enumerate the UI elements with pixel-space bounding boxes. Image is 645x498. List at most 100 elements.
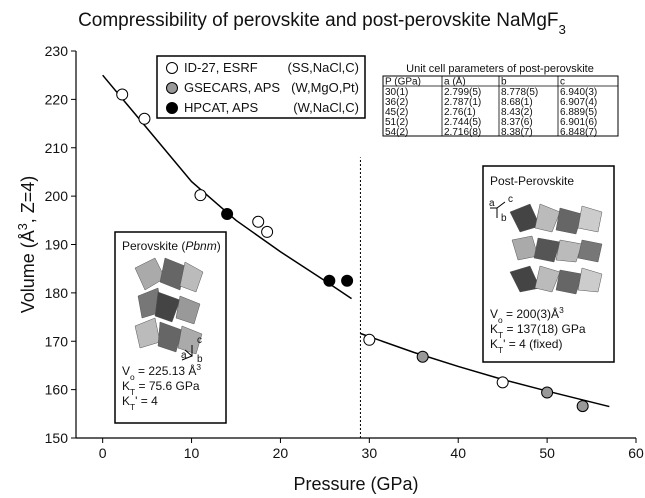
y-tick-label: 180 bbox=[45, 285, 69, 301]
x-tick-label: 60 bbox=[628, 445, 644, 461]
axis-label: b bbox=[197, 354, 203, 365]
table-cell: 6.940(3) bbox=[560, 87, 597, 98]
legend-conditions: (SS,NaCl,C) bbox=[287, 60, 359, 75]
inset-parameter: KT = 75.6 GPa bbox=[122, 379, 200, 397]
inset-title: Post-Perovskite bbox=[490, 174, 574, 188]
x-tick-label: 20 bbox=[273, 445, 289, 461]
legend-label: HPCAT, APS bbox=[184, 100, 259, 115]
text-part: = 75.6 GPa bbox=[135, 379, 200, 393]
table-cell: 36(2) bbox=[385, 97, 408, 108]
data-point bbox=[194, 189, 207, 202]
data-point bbox=[116, 88, 129, 101]
inset-parameter: KT' = 4 (fixed) bbox=[490, 337, 562, 355]
table-cell: 2.787(1) bbox=[444, 97, 481, 108]
text-part: V bbox=[122, 364, 130, 378]
y-tick-label: 220 bbox=[45, 91, 69, 107]
table-cell: 6.889(5) bbox=[560, 107, 597, 118]
text-part: Perovskite ( bbox=[122, 239, 185, 253]
data-point bbox=[496, 376, 509, 389]
chart-title: Compressibility of perovskite and post-p… bbox=[78, 10, 566, 37]
text-part: Volume (Å bbox=[18, 230, 38, 313]
table-cell: 8.778(5) bbox=[501, 87, 538, 98]
text-part: = 137(18) GPa bbox=[503, 322, 586, 336]
text-part: K bbox=[490, 337, 498, 351]
text-part: ' = 4 bbox=[135, 394, 158, 408]
table-cell: 2.799(5) bbox=[444, 87, 481, 98]
text-part: K bbox=[122, 379, 130, 393]
table-cell: 6.901(6) bbox=[560, 117, 597, 128]
axis-label: a bbox=[489, 198, 495, 209]
inset-title: Perovskite (Pbnm) bbox=[122, 239, 221, 253]
data-point bbox=[261, 225, 274, 238]
legend-conditions: (W,NaCl,C) bbox=[293, 100, 359, 115]
x-tick-label: 40 bbox=[450, 445, 466, 461]
legend-label: ID-27, ESRF bbox=[184, 60, 258, 75]
post-perovskite-structure bbox=[490, 201, 603, 295]
table-cell: 8.68(1) bbox=[501, 97, 533, 108]
x-tick-label: 30 bbox=[362, 445, 378, 461]
text-part: T bbox=[498, 345, 503, 355]
table-cell: 8.43(2) bbox=[501, 107, 533, 118]
inset-parameter: Vo = 200(3)Å3 bbox=[490, 305, 564, 325]
legend-box bbox=[156, 55, 366, 119]
table-cell: 54(2) bbox=[385, 127, 408, 138]
text-part: 3 bbox=[196, 362, 201, 372]
table-header: a (Å) bbox=[444, 75, 466, 88]
y-tick-label: 160 bbox=[45, 382, 69, 398]
y-tick-label: 190 bbox=[45, 237, 69, 253]
text-part: Compressibility of perovskite and post-p… bbox=[78, 10, 558, 31]
text-part: K bbox=[122, 394, 130, 408]
legend-marker bbox=[166, 82, 178, 94]
table-cell: 6.848(7) bbox=[560, 127, 597, 138]
text-part: = 200(3)Å bbox=[503, 306, 559, 321]
table-header: P (GPa) bbox=[385, 77, 421, 88]
axis-label: c bbox=[197, 335, 202, 346]
text-part: T bbox=[498, 330, 503, 340]
table-cell: 2.744(5) bbox=[444, 117, 481, 128]
table-cell: 2.716(8) bbox=[444, 127, 481, 138]
text-part: T bbox=[130, 387, 135, 397]
data-point bbox=[221, 208, 234, 221]
text-part: Post-Perovskite bbox=[490, 174, 574, 188]
y-tick-label: 170 bbox=[45, 333, 69, 349]
inset-parameter: KT = 137(18) GPa bbox=[490, 322, 586, 340]
data-point bbox=[541, 386, 554, 399]
table-cell: 6.907(4) bbox=[560, 97, 597, 108]
perovskite-structure bbox=[134, 257, 204, 361]
x-axis-label: Pressure (GPa) bbox=[293, 474, 418, 494]
axis-label: b bbox=[501, 213, 507, 224]
text-part: 3 bbox=[16, 223, 30, 230]
axis-label: c bbox=[508, 194, 513, 205]
text-part: T bbox=[130, 402, 135, 412]
text-part: ' = 4 (fixed) bbox=[503, 337, 562, 351]
text-part: V bbox=[490, 307, 498, 321]
data-point bbox=[341, 274, 354, 287]
x-tick-label: 0 bbox=[99, 445, 107, 461]
inset-parameter: KT' = 4 bbox=[122, 394, 158, 412]
inset-parameter: Vo = 225.13 Å3 bbox=[122, 362, 201, 382]
table-cell: 45(2) bbox=[385, 107, 408, 118]
table-cell: 51(2) bbox=[385, 117, 408, 128]
post-perovskite-box bbox=[482, 165, 615, 363]
x-tick-label: 10 bbox=[184, 445, 200, 461]
text-part: Pbnm bbox=[185, 239, 216, 253]
data-point bbox=[416, 350, 429, 363]
text-part: , Z=4) bbox=[18, 176, 38, 224]
data-point bbox=[576, 400, 589, 413]
legend-marker bbox=[166, 102, 178, 114]
legend-label: GSECARS, APS bbox=[184, 80, 280, 95]
table-cell: 2.76(1) bbox=[444, 107, 476, 118]
data-point bbox=[363, 333, 376, 346]
text-part: = 225.13 Å bbox=[135, 363, 197, 378]
table-cell: 8.38(7) bbox=[501, 127, 533, 138]
table-title: Unit cell parameters of post-perovskite bbox=[406, 63, 594, 75]
y-tick-label: 150 bbox=[45, 430, 69, 446]
legend-conditions: (W,MgO,Pt) bbox=[291, 80, 359, 95]
data-point bbox=[323, 274, 336, 287]
text-part: K bbox=[490, 322, 498, 336]
data-point bbox=[252, 215, 265, 228]
text-part: ) bbox=[217, 239, 221, 253]
table-cell: 30(1) bbox=[385, 87, 408, 98]
y-axis-label: Volume (Å3, Z=4) bbox=[16, 176, 38, 314]
